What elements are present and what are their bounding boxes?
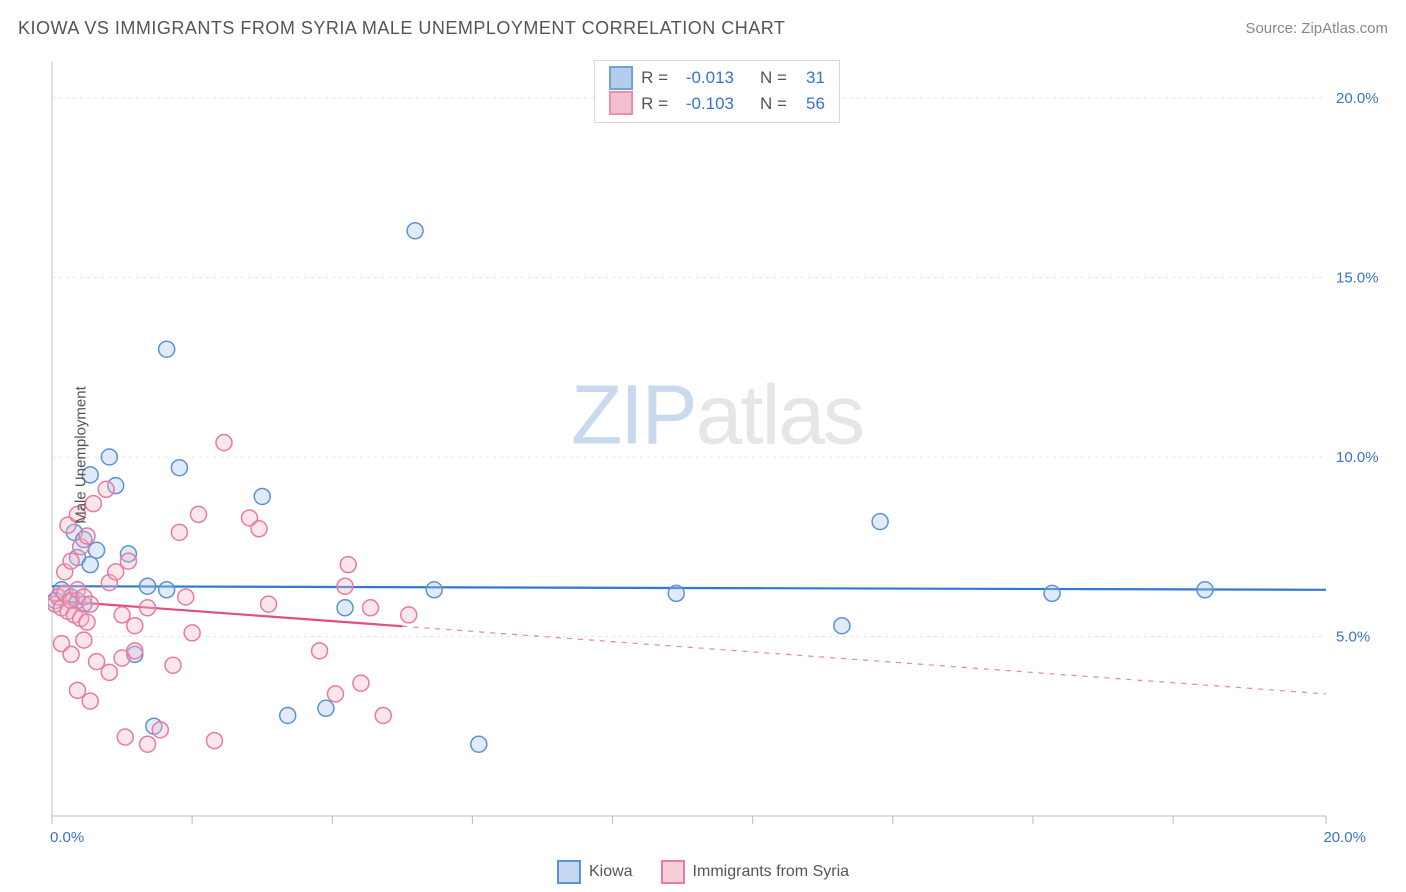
data-point	[140, 736, 156, 752]
data-point	[261, 596, 277, 612]
data-point	[152, 722, 168, 738]
data-point	[101, 664, 117, 680]
data-point	[159, 582, 175, 598]
y-axis-label: Male Unemployment	[72, 386, 89, 524]
stat-n-label: N =	[760, 91, 787, 117]
data-point	[63, 553, 79, 569]
data-point	[318, 700, 334, 716]
data-point	[79, 614, 95, 630]
y-tick-label: 20.0%	[1336, 90, 1379, 107]
data-point	[471, 736, 487, 752]
data-point	[191, 506, 207, 522]
data-point	[171, 460, 187, 476]
data-point	[165, 657, 181, 673]
y-tick-label: 5.0%	[1336, 628, 1370, 645]
y-tick-label: 15.0%	[1336, 269, 1379, 286]
stat-r-label: R =	[641, 65, 668, 91]
x-max-label: 20.0%	[1323, 829, 1366, 846]
data-point	[140, 600, 156, 616]
data-point	[401, 607, 417, 623]
data-point	[89, 654, 105, 670]
y-tick-label: 10.0%	[1336, 449, 1379, 466]
correlation-stats-box: R = -0.013 N = 31 R = -0.103 N = 56	[594, 60, 840, 123]
data-point	[375, 707, 391, 723]
legend-swatch	[609, 66, 633, 90]
stat-r-value: -0.103	[676, 91, 734, 117]
data-point	[79, 528, 95, 544]
data-point	[159, 341, 175, 357]
data-point	[114, 607, 130, 623]
data-point	[668, 585, 684, 601]
scatter-plot-svg: 5.0% 10.0% 15.0% 20.0% 0.0% 20.0%	[48, 58, 1386, 852]
data-point	[178, 589, 194, 605]
data-point	[280, 707, 296, 723]
stat-r-value: -0.013	[676, 65, 734, 91]
trend-line-solid	[52, 586, 1326, 590]
legend-item: Immigrants from Syria	[661, 860, 849, 884]
data-point	[340, 557, 356, 573]
data-point	[1044, 585, 1060, 601]
data-point	[171, 524, 187, 540]
stat-n-value: 31	[795, 65, 825, 91]
chart-title: KIOWA VS IMMIGRANTS FROM SYRIA MALE UNEM…	[18, 18, 785, 39]
x-min-label: 0.0%	[50, 829, 84, 846]
data-point	[872, 514, 888, 530]
data-point	[184, 625, 200, 641]
series-legend: Kiowa Immigrants from Syria	[557, 860, 849, 884]
data-point	[82, 596, 98, 612]
data-point	[216, 435, 232, 451]
legend-item: Kiowa	[557, 860, 633, 884]
data-point	[353, 675, 369, 691]
data-point	[206, 733, 222, 749]
data-point	[98, 481, 114, 497]
legend-swatch	[609, 91, 633, 115]
data-point	[117, 729, 133, 745]
data-point	[108, 564, 124, 580]
data-point	[254, 488, 270, 504]
data-point	[251, 521, 267, 537]
data-point	[82, 557, 98, 573]
data-point	[63, 646, 79, 662]
data-point	[120, 553, 136, 569]
legend-swatch	[557, 860, 581, 884]
data-point	[363, 600, 379, 616]
stat-row: R = -0.013 N = 31	[609, 65, 825, 91]
stat-r-label: R =	[641, 91, 668, 117]
data-point	[327, 686, 343, 702]
data-point	[337, 600, 353, 616]
legend-label: Kiowa	[589, 863, 633, 881]
data-point	[127, 643, 143, 659]
legend-swatch	[661, 860, 685, 884]
data-point	[312, 643, 328, 659]
data-point	[101, 449, 117, 465]
source-attribution: Source: ZipAtlas.com	[1245, 20, 1388, 37]
data-point	[127, 618, 143, 634]
data-point	[426, 582, 442, 598]
data-point	[89, 542, 105, 558]
stat-n-label: N =	[760, 65, 787, 91]
data-point	[76, 632, 92, 648]
stat-n-value: 56	[795, 91, 825, 117]
plot-area: Male Unemployment ZIPatlas 5.0%10.0%15.0…	[48, 58, 1386, 852]
data-point	[140, 578, 156, 594]
data-point	[407, 223, 423, 239]
data-point	[82, 693, 98, 709]
data-point	[69, 682, 85, 698]
legend-label: Immigrants from Syria	[693, 863, 849, 881]
data-point	[1197, 582, 1213, 598]
stat-row: R = -0.103 N = 56	[609, 91, 825, 117]
data-point	[834, 618, 850, 634]
data-point	[337, 578, 353, 594]
